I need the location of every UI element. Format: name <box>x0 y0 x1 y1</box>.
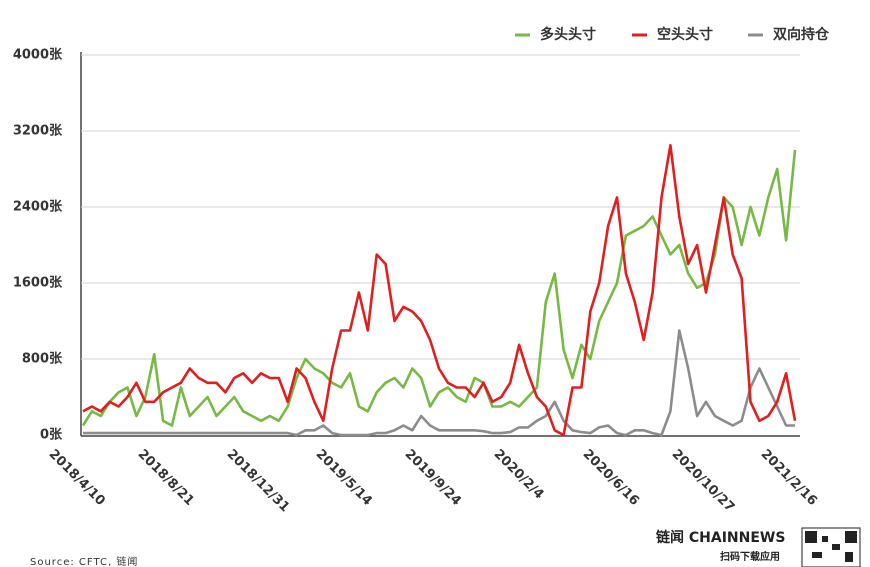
qr-code <box>801 527 861 567</box>
source: Source: CFTC, 链闻 <box>30 555 138 567</box>
brand-sub: 扫码下载应用 <box>720 550 780 563</box>
legend-label: 空头头寸 <box>657 26 713 43</box>
series-line <box>81 149 797 427</box>
y-tick-label: 0张 <box>40 428 63 443</box>
y-tick-label: 4000张 <box>13 48 63 63</box>
brand: 链闻 CHAINNEWS <box>656 529 785 546</box>
legend-label: 双向持仓 <box>773 26 830 43</box>
x-tick-label: 2019/5/14 <box>313 447 375 509</box>
series-line <box>82 144 797 437</box>
series-line <box>83 329 795 437</box>
x-tick-label: 2020/2/4 <box>491 447 547 503</box>
y-tick-label: 800张 <box>22 352 63 367</box>
x-tick-label: 2018/8/21 <box>135 447 197 509</box>
x-tick-label: 2018/4/10 <box>46 447 108 509</box>
y-tick-label: 1600张 <box>13 276 63 291</box>
y-tick-label: 2400张 <box>13 200 63 215</box>
x-tick-label: 2018/12/31 <box>224 447 292 515</box>
x-tick-label: 2020/6/16 <box>580 447 642 509</box>
x-tick-label: 2020/10/27 <box>669 447 737 515</box>
legend-label: 多头头寸 <box>540 26 596 43</box>
x-tick-label: 2019/9/24 <box>402 447 464 509</box>
x-tick-label: 2021/2/16 <box>758 447 820 509</box>
y-tick-label: 3200张 <box>13 124 63 139</box>
